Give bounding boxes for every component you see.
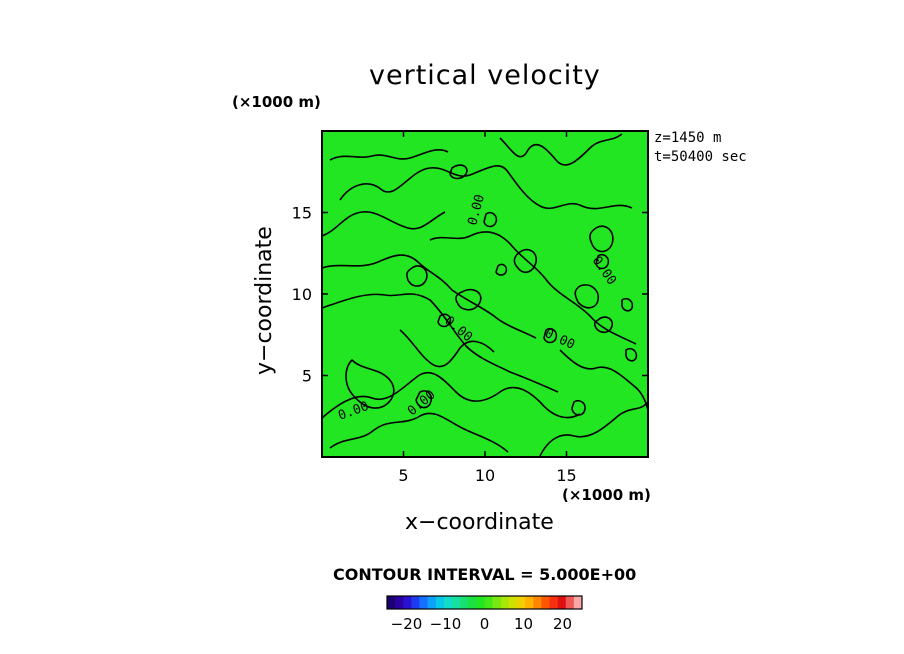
contour-line (539, 401, 649, 457)
y-tick-label: 10 (292, 285, 312, 304)
contour-line (449, 164, 468, 180)
colorbar-tick-label: 20 (553, 615, 572, 633)
contour-line (593, 316, 614, 334)
axes: 5 10 15 5 10 15 (292, 131, 648, 485)
colorbar-swatch (492, 596, 502, 609)
colorbar-swatch (443, 596, 453, 609)
contour-line (595, 253, 610, 270)
contour-line (339, 165, 633, 210)
annotation-t: t=50400 sec (654, 149, 747, 165)
contour-line (321, 371, 581, 419)
colorbar-swatch (541, 596, 550, 609)
colorbar-swatch (452, 596, 461, 609)
colorbar-swatch (395, 596, 404, 609)
colorbar-swatch (427, 596, 437, 609)
y-axis-unit: (×1000 m) (232, 93, 321, 111)
colorbar-swatch (419, 596, 428, 609)
colorbar-swatch (565, 596, 575, 609)
colorbar-swatch (525, 596, 534, 609)
colorbar-swatch (387, 596, 396, 609)
x-axis-label: x−coordinate (405, 510, 554, 535)
colorbar-tick-label: −20 (391, 615, 423, 633)
contour-line (625, 347, 638, 362)
contour-line (589, 225, 614, 253)
x-tick-label: 5 (398, 466, 408, 485)
colorbar-tick-label: −10 (430, 615, 462, 633)
colorbar-swatch (476, 596, 485, 609)
contour-line (499, 133, 623, 166)
x-axis-unit: (×1000 m) (562, 486, 651, 504)
colorbar-swatch (557, 596, 567, 609)
contour-line (543, 327, 558, 344)
colorbar-swatch (549, 596, 558, 609)
contour-line (559, 349, 649, 411)
contour-interval-label: CONTOUR INTERVAL = 5.000E+00 (333, 565, 637, 584)
x-tick-label: 15 (556, 466, 576, 485)
colorbar-swatch (435, 596, 445, 609)
colorbar-swatch (533, 596, 542, 609)
colorbar-swatch (500, 596, 510, 609)
colorbar-swatch (517, 596, 526, 609)
annotation-z: z=1450 m (654, 130, 722, 146)
y-tick-label: 5 (302, 367, 312, 386)
colorbar-swatch (468, 596, 477, 609)
contour-line (429, 231, 637, 345)
contour-line (455, 288, 482, 311)
contour-line (399, 329, 495, 368)
contour-line (571, 399, 586, 416)
contour-line (495, 263, 508, 276)
colorbar-swatch (508, 596, 518, 609)
contour-line (483, 211, 498, 228)
contour-line (621, 297, 634, 312)
y-tick-label: 15 (292, 204, 312, 223)
contour-line (321, 211, 446, 237)
chart-title: vertical velocity (369, 60, 601, 91)
contour-line (321, 293, 559, 393)
contour-line (513, 248, 538, 274)
colorbar-swatch (460, 596, 469, 609)
contour-line (415, 390, 433, 409)
contour-lines (321, 133, 649, 457)
contour-line (437, 313, 452, 328)
contour-line (345, 359, 395, 409)
contour-line (329, 149, 449, 161)
contour-line (406, 265, 428, 287)
colorbar-frame (386, 595, 583, 610)
colorbar: −20 −10 0 10 20 (386, 595, 583, 633)
colorbar-swatch (484, 596, 493, 609)
colorbar-tick-label: 0 (480, 615, 490, 633)
contour-line (321, 254, 537, 339)
colorbar-tick-label: 10 (514, 615, 533, 633)
x-tick-label: 10 (475, 466, 495, 485)
colorbar-swatch (403, 596, 412, 609)
colorbar-swatch (573, 596, 583, 609)
colorbar-swatch (411, 596, 420, 609)
contour-line (329, 412, 509, 453)
contour-line (574, 284, 600, 309)
